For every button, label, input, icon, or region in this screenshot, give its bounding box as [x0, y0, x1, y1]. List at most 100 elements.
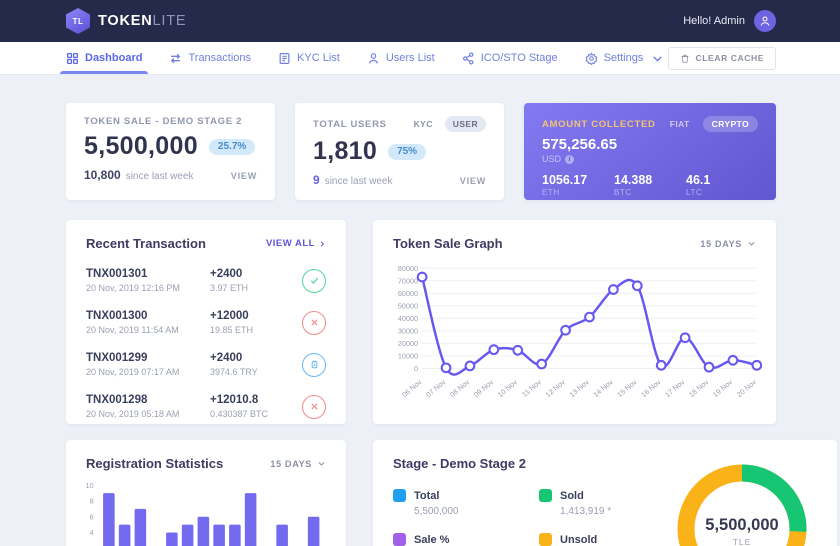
view-all-link[interactable]: VIEW ALL: [266, 238, 326, 249]
token-sale-percent-badge: 25.7%: [208, 138, 256, 155]
avatar[interactable]: [754, 10, 776, 32]
svg-text:19 Nov: 19 Nov: [711, 377, 735, 399]
token-sale-view-link[interactable]: VIEW: [230, 171, 257, 181]
user-icon: [368, 52, 378, 64]
svg-text:12 Nov: 12 Nov: [544, 377, 568, 399]
tokenlite-logo-icon: TL: [66, 8, 90, 34]
nav-item-ico-sto-stage[interactable]: ICO/STO Stage: [462, 42, 558, 74]
svg-text:50000: 50000: [398, 301, 418, 310]
svg-text:20 Nov: 20 Nov: [735, 377, 759, 399]
svg-text:2: 2: [90, 544, 94, 546]
token-sale-graph-card: Token Sale Graph 15 DAYS 0 10000 20000 3000…: [373, 220, 776, 424]
legend-sold: Sold 1,413,919 *: [539, 489, 667, 517]
gear-icon: [585, 51, 597, 65]
legend-unsold: Unsold 4,096,082: [539, 533, 667, 546]
svg-text:40000: 40000: [398, 314, 418, 323]
legend-swatch-sale-percent: [393, 533, 406, 546]
token-sale-delta: 10,800: [84, 168, 121, 182]
coin-eth: 1056.17 ETH: [542, 173, 588, 197]
info-icon[interactable]: i: [565, 154, 575, 164]
status-pending-icon: [302, 352, 326, 377]
amount-collected-card: AMOUNT COLLECTED FIAT CRYPTO 575,256.65 …: [524, 103, 776, 200]
svg-text:20000: 20000: [398, 339, 418, 348]
total-users-card-title: TOTAL USERS: [313, 118, 387, 130]
svg-text:0: 0: [414, 364, 418, 373]
dashboard-content: TOKEN SALE - DEMO STAGE 2 5,500,000 25.7…: [0, 75, 840, 546]
registration-statistics-card: Registration Statistics 15 DAYS 1086420: [66, 440, 346, 546]
tab-crypto[interactable]: CRYPTO: [702, 116, 758, 132]
nav-item-transactions[interactable]: Transactions: [169, 42, 251, 74]
svg-text:16 Nov: 16 Nov: [639, 377, 663, 399]
stage-title: Stage - Demo Stage 2: [393, 456, 526, 471]
main-navigation: Dashboard Transactions KYC List Users Li…: [0, 42, 840, 75]
legend-swatch-unsold: [539, 533, 552, 546]
transaction-row[interactable]: TNX001300 20 Nov, 2019 11:54 AM +12000 19.…: [86, 301, 326, 343]
nav-item-dashboard[interactable]: Dashboard: [59, 42, 149, 74]
legend-total: Total 5,500,000: [393, 489, 521, 517]
registration-bar-chart: 1086420: [66, 477, 346, 546]
chevron-down-icon: [653, 55, 663, 62]
transaction-list: TNX001301 20 Nov, 2019 12:16 PM +2400 3.97…: [66, 257, 346, 424]
legend-swatch-sold: [539, 489, 552, 502]
trash-icon: [681, 54, 688, 63]
token-sale-value: 5,500,000: [84, 132, 198, 160]
chevron-down-icon: [748, 242, 755, 246]
token-sale-card-title: TOKEN SALE - DEMO STAGE 2: [84, 116, 243, 127]
tab-kyc[interactable]: KYC: [413, 119, 433, 129]
svg-text:18 Nov: 18 Nov: [687, 377, 711, 399]
token-sale-card: TOKEN SALE - DEMO STAGE 2 5,500,000 25.7…: [66, 103, 275, 200]
coin-btc: 14.388 BTC: [614, 173, 653, 197]
recent-transactions-card: Recent Transaction VIEW ALL TNX001301 20 …: [66, 220, 346, 424]
svg-text:80000: 80000: [398, 264, 418, 273]
svg-text:07 Nov: 07 Nov: [424, 377, 448, 399]
legend-sale-percent: Sale % 25.7% Sold: [393, 533, 521, 546]
status-approved-icon: [302, 268, 326, 293]
clear-cache-button[interactable]: CLEAR CACHE: [667, 46, 776, 70]
transaction-row[interactable]: TNX001299 20 Nov, 2019 07:17 AM +2400 3974…: [86, 343, 326, 385]
token-sale-line-chart: 0 10000 20000 30000 40000 50000 60000 70000 8000…: [373, 257, 776, 419]
share-nodes-icon: [462, 51, 474, 65]
coin-ltc: 46.1 LTC: [686, 173, 711, 197]
total-users-percent-badge: 75%: [388, 143, 427, 160]
registration-range-dropdown[interactable]: 15 DAYS: [270, 459, 326, 469]
brand-logo[interactable]: TL TOKENLITE: [66, 8, 186, 34]
amount-collected-value: 575,256.65: [542, 136, 618, 153]
nav-item-kyc-list[interactable]: KYC List: [278, 42, 340, 74]
transaction-row[interactable]: TNX001298 20 Nov, 2019 05:18 AM +12010.8 0…: [86, 385, 326, 424]
svg-text:06 Nov: 06 Nov: [400, 377, 424, 399]
total-users-view-link[interactable]: VIEW: [459, 176, 486, 186]
svg-text:8: 8: [90, 497, 94, 506]
nav-item-settings[interactable]: Settings: [585, 42, 665, 74]
greeting-text: Hello! Admin: [683, 15, 745, 27]
svg-text:08 Nov: 08 Nov: [448, 377, 472, 399]
status-canceled-icon: [302, 310, 326, 335]
svg-text:15 Nov: 15 Nov: [615, 377, 639, 399]
svg-text:70000: 70000: [398, 276, 418, 285]
legend-swatch-total: [393, 489, 406, 502]
total-users-card: TOTAL USERS KYC USER 1,810 75% 9 since l…: [295, 103, 504, 200]
tab-user[interactable]: USER: [444, 116, 486, 132]
token-sale-range-dropdown[interactable]: 15 DAYS: [700, 239, 756, 249]
nav-item-users-list[interactable]: Users List: [367, 42, 435, 74]
token-sale-delta-caption: since last week: [125, 171, 194, 182]
user-icon: [760, 16, 770, 26]
top-header: TL TOKENLITE Hello! Admin: [0, 0, 840, 42]
svg-text:09 Nov: 09 Nov: [472, 377, 496, 399]
svg-text:30000: 30000: [398, 326, 418, 335]
svg-text:14 Nov: 14 Nov: [591, 377, 615, 399]
amount-collected-card-title: AMOUNT COLLECTED: [542, 118, 656, 130]
tab-fiat[interactable]: FIAT: [669, 119, 690, 129]
transaction-row[interactable]: TNX001301 20 Nov, 2019 12:16 PM +2400 3.97…: [86, 259, 326, 301]
user-menu[interactable]: Hello! Admin: [683, 10, 776, 32]
token-sale-graph-title: Token Sale Graph: [393, 236, 503, 251]
document-list-icon: [279, 52, 290, 64]
svg-text:4: 4: [90, 528, 94, 537]
total-users-value: 1,810: [313, 137, 378, 165]
swap-arrows-icon: [171, 53, 181, 63]
svg-text:10000: 10000: [398, 351, 418, 360]
total-users-delta: 9: [313, 173, 320, 187]
svg-text:10: 10: [85, 481, 93, 490]
stage-donut-chart: 5,500,000 TLE: [667, 454, 817, 546]
registration-statistics-title: Registration Statistics: [86, 456, 224, 471]
status-canceled-icon: [302, 394, 326, 419]
